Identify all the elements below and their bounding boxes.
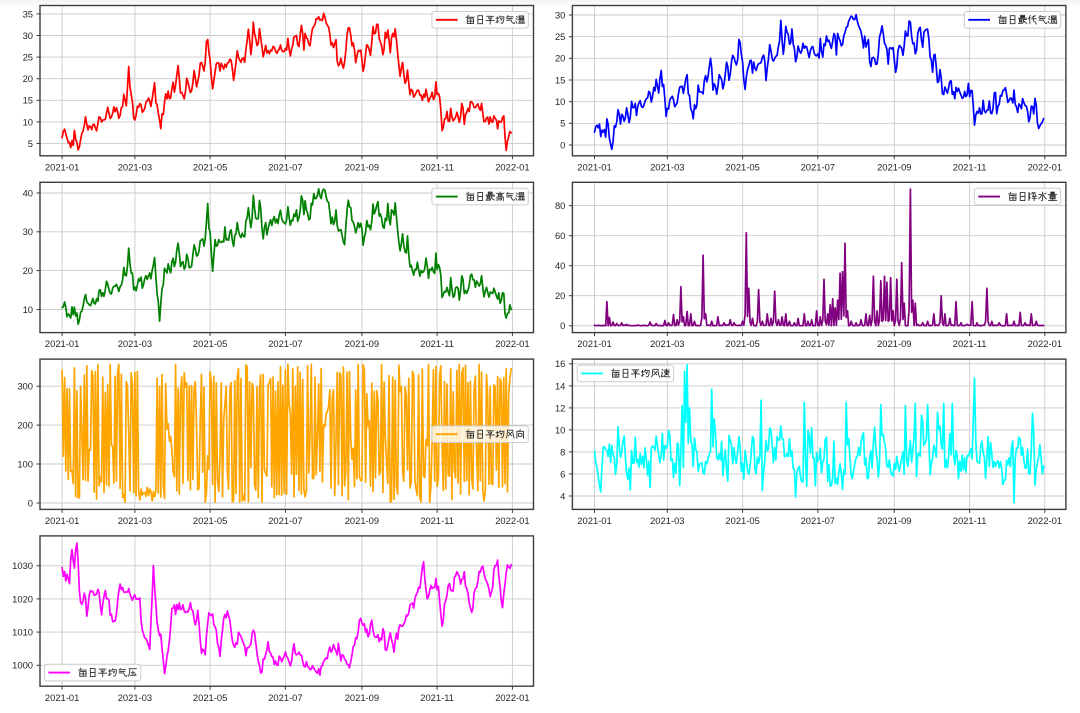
- svg-text:35: 35: [23, 8, 33, 19]
- svg-text:10: 10: [555, 424, 565, 435]
- svg-text:2021-03: 2021-03: [650, 338, 684, 349]
- svg-text:14: 14: [555, 380, 565, 391]
- svg-text:2021-05: 2021-05: [725, 161, 759, 172]
- svg-text:2021-03: 2021-03: [650, 161, 684, 172]
- svg-text:2022-01: 2022-01: [495, 338, 529, 349]
- svg-text:2021-09: 2021-09: [345, 338, 379, 349]
- svg-text:30: 30: [555, 9, 565, 20]
- svg-text:2021-11: 2021-11: [953, 338, 987, 349]
- svg-text:12: 12: [555, 402, 565, 413]
- svg-text:2022-01: 2022-01: [495, 161, 529, 172]
- svg-text:5: 5: [28, 138, 33, 149]
- svg-text:15: 15: [555, 74, 565, 85]
- svg-text:16: 16: [555, 358, 565, 369]
- svg-text:6: 6: [560, 468, 565, 479]
- svg-text:2021-01: 2021-01: [577, 515, 611, 526]
- svg-text:2021-03: 2021-03: [118, 161, 152, 172]
- svg-text:2021-07: 2021-07: [801, 515, 835, 526]
- svg-text:1020: 1020: [12, 593, 33, 604]
- svg-text:2021-01: 2021-01: [45, 515, 79, 526]
- svg-text:2021-01: 2021-01: [577, 161, 611, 172]
- svg-text:2021-07: 2021-07: [268, 161, 302, 172]
- svg-text:1010: 1010: [12, 627, 33, 638]
- svg-text:2021-11: 2021-11: [420, 515, 454, 526]
- svg-text:2022-01: 2022-01: [495, 692, 529, 703]
- svg-text:2021-07: 2021-07: [268, 692, 302, 703]
- svg-text:2021-05: 2021-05: [193, 515, 227, 526]
- svg-text:60: 60: [555, 230, 565, 241]
- svg-text:20: 20: [23, 73, 33, 84]
- svg-text:10: 10: [23, 304, 33, 315]
- svg-text:1000: 1000: [12, 660, 33, 671]
- svg-text:15: 15: [23, 95, 33, 106]
- svg-text:0: 0: [560, 320, 565, 331]
- svg-text:25: 25: [555, 31, 565, 42]
- svg-text:80: 80: [555, 200, 565, 211]
- svg-text:2021-11: 2021-11: [420, 161, 454, 172]
- svg-text:2021-11: 2021-11: [420, 692, 454, 703]
- svg-text:2021-07: 2021-07: [268, 338, 302, 349]
- svg-text:2021-05: 2021-05: [193, 338, 227, 349]
- svg-text:40: 40: [555, 260, 565, 271]
- svg-text:30: 30: [23, 30, 33, 41]
- svg-text:2021-03: 2021-03: [118, 338, 152, 349]
- svg-text:25: 25: [23, 52, 33, 63]
- svg-text:2021-01: 2021-01: [45, 692, 79, 703]
- svg-text:2021-07: 2021-07: [801, 161, 835, 172]
- svg-text:20: 20: [23, 265, 33, 276]
- svg-text:2021-07: 2021-07: [801, 338, 835, 349]
- svg-text:8: 8: [560, 446, 565, 457]
- svg-text:2022-01: 2022-01: [1028, 338, 1062, 349]
- svg-text:2021-03: 2021-03: [118, 692, 152, 703]
- svg-text:2021-01: 2021-01: [45, 338, 79, 349]
- svg-text:2021-05: 2021-05: [193, 692, 227, 703]
- svg-text:20: 20: [555, 53, 565, 64]
- svg-text:2021-01: 2021-01: [577, 338, 611, 349]
- svg-text:2021-09: 2021-09: [877, 161, 911, 172]
- svg-text:4: 4: [560, 490, 565, 501]
- svg-text:2021-09: 2021-09: [345, 692, 379, 703]
- svg-text:200: 200: [17, 420, 33, 431]
- svg-text:2021-07: 2021-07: [268, 515, 302, 526]
- svg-text:0: 0: [560, 139, 565, 150]
- svg-text:2021-11: 2021-11: [953, 515, 987, 526]
- svg-text:20: 20: [555, 290, 565, 301]
- svg-text:1030: 1030: [12, 560, 33, 571]
- svg-text:2021-11: 2021-11: [953, 161, 987, 172]
- svg-text:2021-09: 2021-09: [345, 515, 379, 526]
- svg-text:10: 10: [555, 96, 565, 107]
- svg-text:2021-03: 2021-03: [650, 515, 684, 526]
- svg-text:30: 30: [23, 226, 33, 237]
- svg-text:5: 5: [560, 118, 565, 129]
- svg-text:2022-01: 2022-01: [1028, 161, 1062, 172]
- svg-text:10: 10: [23, 116, 33, 127]
- svg-text:0: 0: [28, 497, 33, 508]
- svg-text:2021-05: 2021-05: [725, 338, 759, 349]
- svg-text:2021-01: 2021-01: [45, 161, 79, 172]
- svg-text:2021-03: 2021-03: [118, 515, 152, 526]
- svg-text:2022-01: 2022-01: [1028, 515, 1062, 526]
- svg-text:40: 40: [23, 187, 33, 198]
- svg-text:100: 100: [17, 458, 33, 469]
- svg-text:2021-09: 2021-09: [877, 338, 911, 349]
- svg-text:2021-11: 2021-11: [420, 338, 454, 349]
- svg-text:300: 300: [17, 381, 33, 392]
- svg-text:2021-09: 2021-09: [877, 515, 911, 526]
- svg-text:2021-09: 2021-09: [345, 161, 379, 172]
- svg-text:2022-01: 2022-01: [495, 515, 529, 526]
- svg-text:2021-05: 2021-05: [193, 161, 227, 172]
- svg-text:2021-05: 2021-05: [725, 515, 759, 526]
